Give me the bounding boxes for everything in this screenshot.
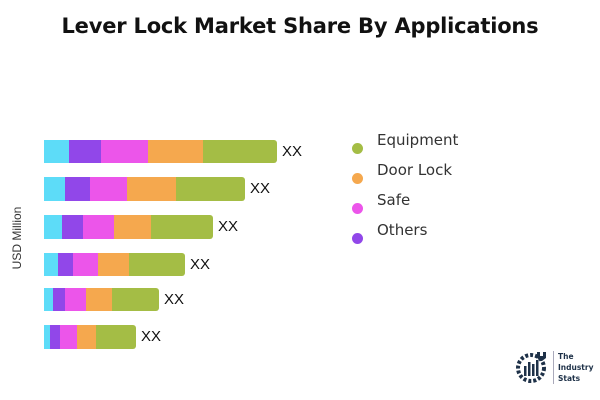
bar-value-label: XX <box>218 218 239 235</box>
legend-dot-icon <box>352 232 363 244</box>
bar-segment <box>44 325 50 349</box>
brand-logo: The Industry Stats <box>514 350 593 384</box>
bar-segment <box>73 253 98 276</box>
legend-dot-icon <box>352 172 363 184</box>
legend-dot-icon <box>352 202 363 214</box>
stacked-bar <box>44 215 213 239</box>
legend-label: Others <box>377 221 428 239</box>
bar-segment <box>90 177 127 201</box>
bar-value-label: XX <box>141 328 162 345</box>
legend: Equipment Door Lock Safe Others <box>352 128 458 248</box>
legend-label: Door Lock <box>377 161 453 179</box>
bar-segment <box>112 288 159 311</box>
bar-value-label: XX <box>282 143 303 160</box>
bar-segment <box>98 253 129 276</box>
bar-segment <box>62 215 83 239</box>
legend-dot-icon <box>352 142 363 154</box>
bar-segment <box>44 253 58 276</box>
bar-segment <box>96 325 136 349</box>
legend-item-safe: Safe <box>352 188 458 218</box>
stacked-bar <box>44 325 136 349</box>
stacked-bar <box>44 177 245 201</box>
bar-value-label: XX <box>190 256 211 273</box>
legend-label: Equipment <box>377 131 459 149</box>
bar-segment <box>69 140 101 163</box>
bar-segment <box>50 325 60 349</box>
bar-segment <box>44 177 65 201</box>
bar-value-label: XX <box>250 180 271 197</box>
bar-segment <box>203 140 277 163</box>
logo-line-2: Industry <box>558 362 594 372</box>
bar-segment <box>151 215 213 239</box>
bar-value-label: XX <box>164 291 185 308</box>
bar-segment <box>65 288 86 311</box>
bar-segment <box>114 215 151 239</box>
stacked-bar <box>44 140 277 163</box>
stacked-bar <box>44 288 159 311</box>
logo-text: The Industry Stats <box>553 350 594 384</box>
bar-segment <box>129 253 185 276</box>
chart-title: Lever Lock Market Share By Applications <box>61 14 539 38</box>
legend-label: Safe <box>377 191 411 209</box>
bar-segment <box>58 253 73 276</box>
bar-segment <box>101 140 148 163</box>
logo-line-3: Stats <box>558 373 581 383</box>
bar-segment <box>148 140 203 163</box>
bar-segment <box>60 325 77 349</box>
bar-segment <box>44 140 69 163</box>
bar-segment <box>176 177 245 201</box>
legend-item-door-lock: Door Lock <box>352 158 458 188</box>
legend-item-others: Others <box>352 218 458 248</box>
stacked-bar <box>44 253 185 276</box>
bar-segment <box>83 215 114 239</box>
bar-segment <box>53 288 65 311</box>
bar-segment <box>77 325 96 349</box>
bar-segment <box>44 215 62 239</box>
bar-segment <box>44 288 53 311</box>
legend-item-equipment: Equipment <box>352 128 458 158</box>
bar-segment <box>65 177 90 201</box>
logo-line-1: The <box>558 351 574 361</box>
bar-segment <box>86 288 112 311</box>
gear-wrench-logo-icon <box>516 352 546 383</box>
bar-segment <box>127 177 176 201</box>
